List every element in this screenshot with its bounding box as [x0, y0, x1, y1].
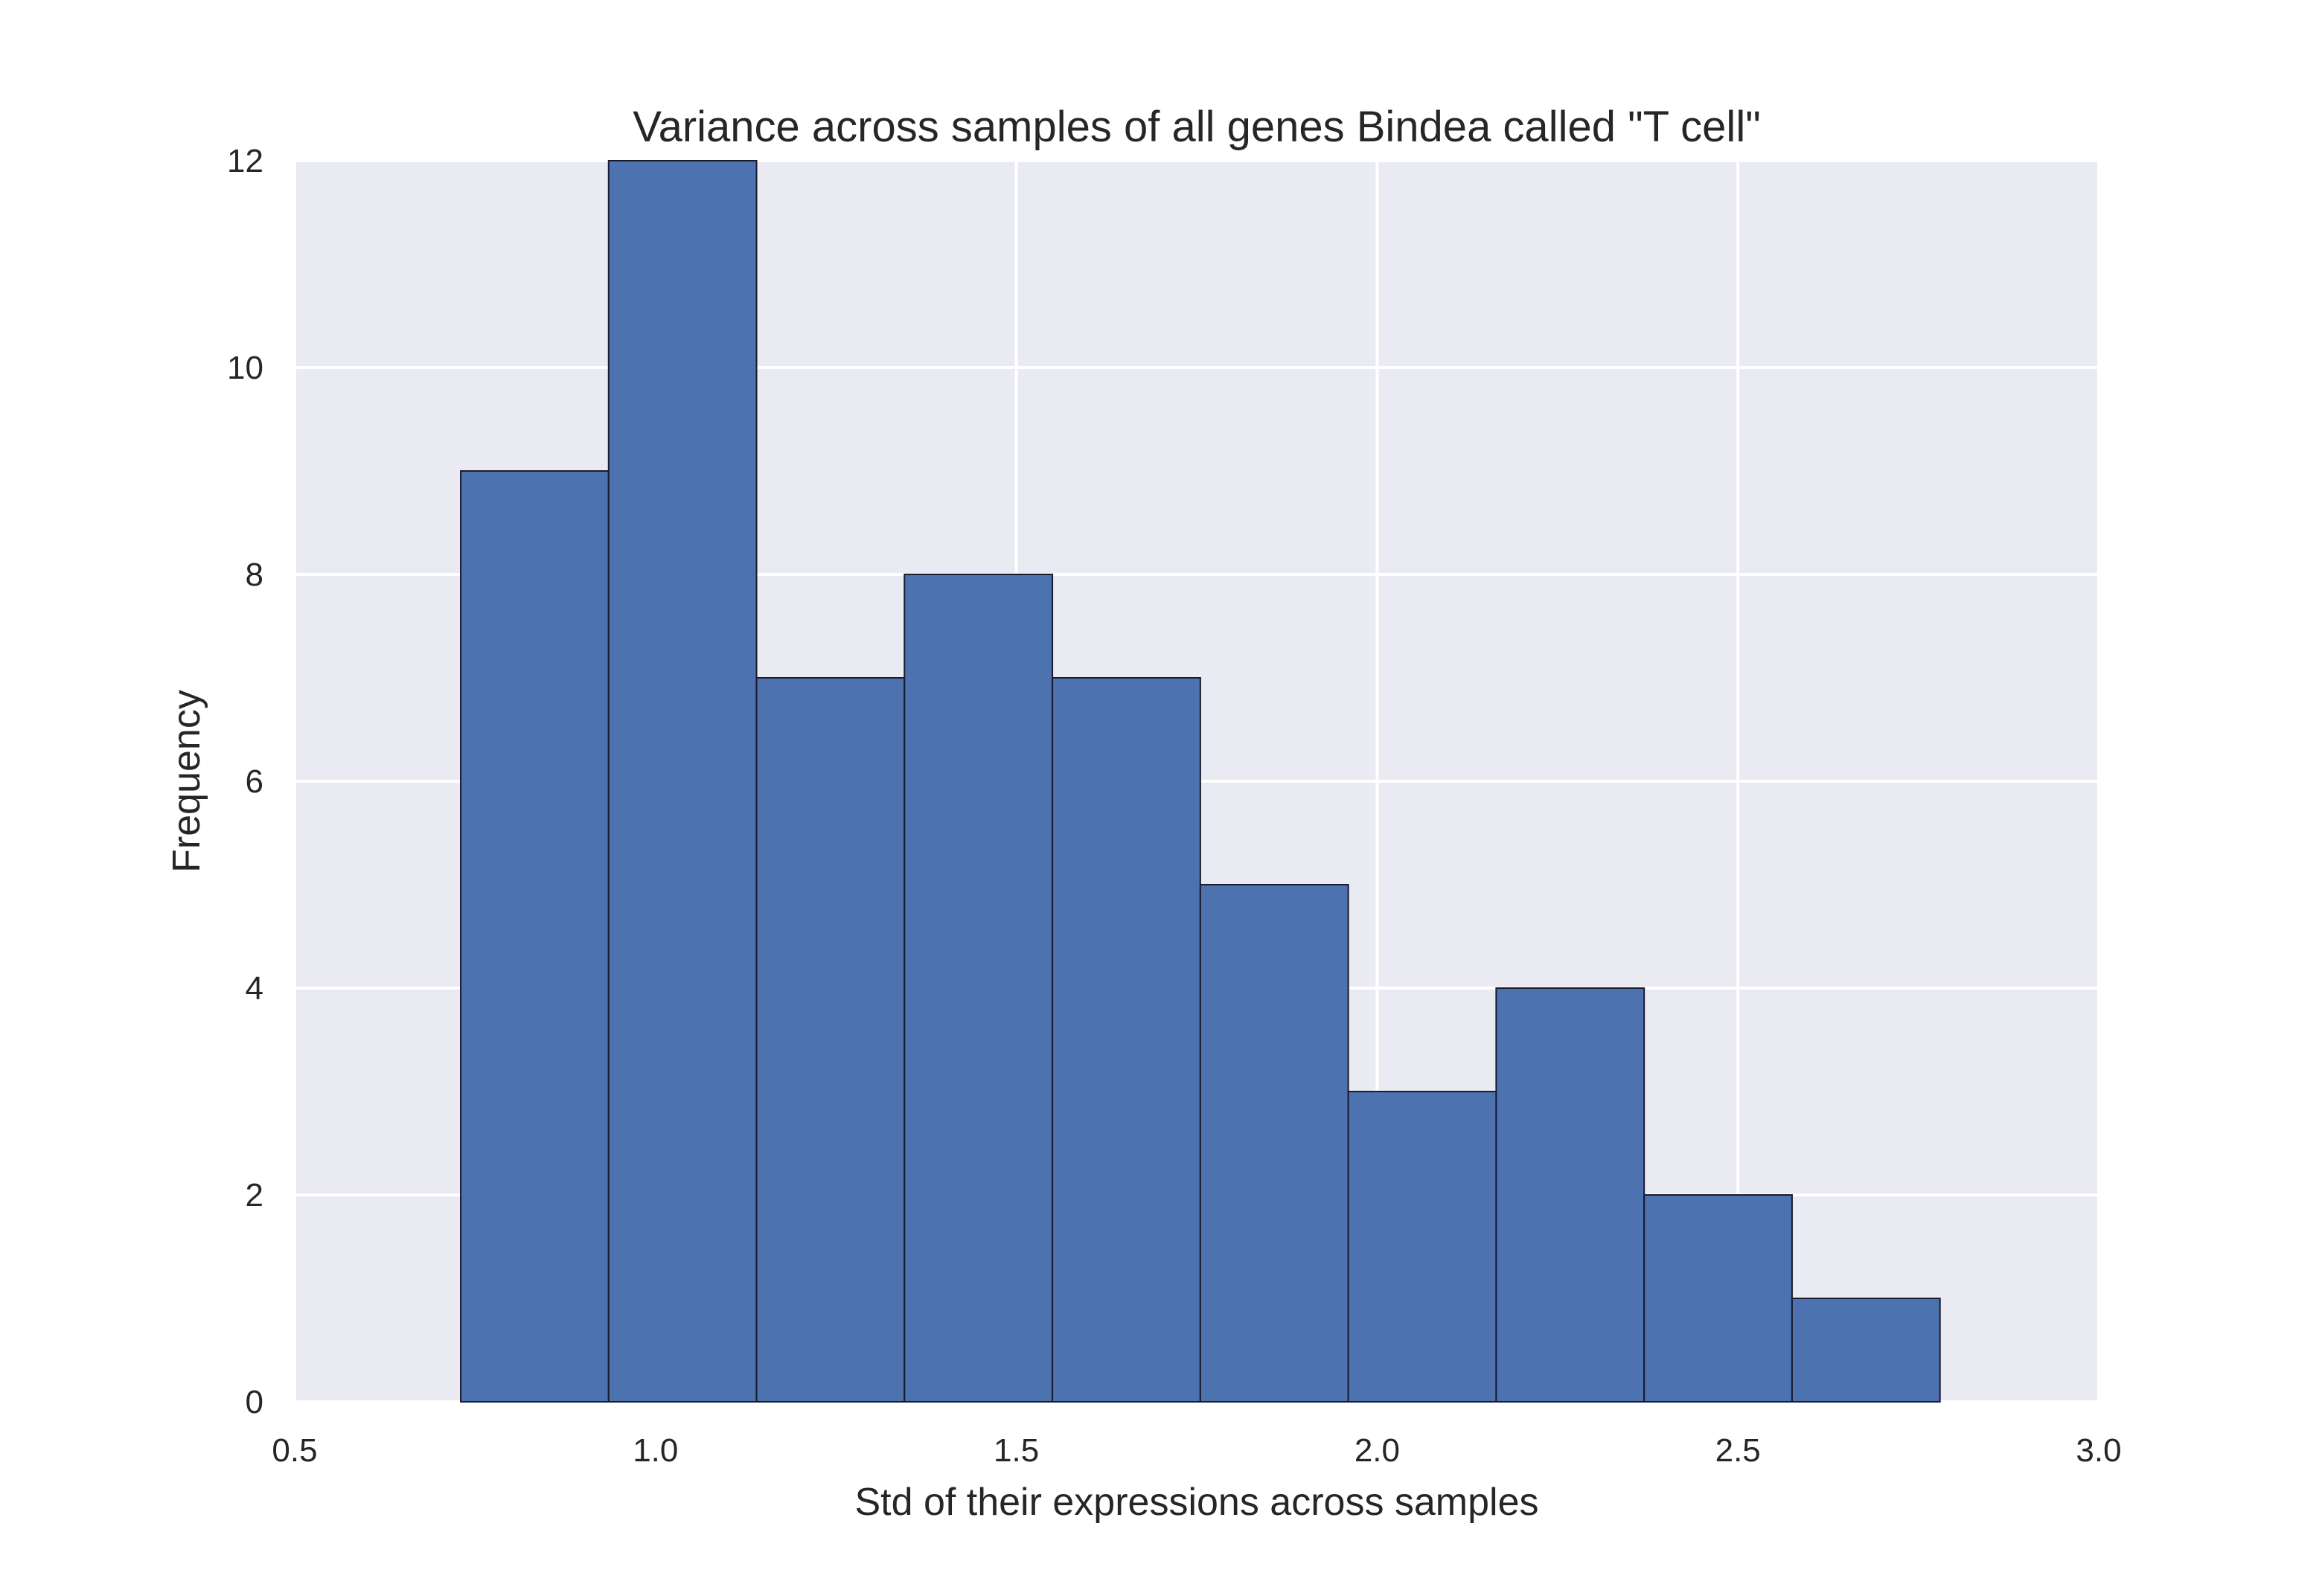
histogram-bar-4: [903, 574, 1054, 1403]
histogram-bar-8: [1495, 987, 1645, 1403]
x-tick-label: 1.5: [994, 1432, 1039, 1469]
y-tick-label: 6: [246, 763, 263, 800]
x-axis-ticks: 0.5 1.0 1.5 2.0 2.5 3.0: [272, 1432, 2121, 1469]
histogram-bar-1: [460, 470, 610, 1403]
chart-title: Variance across samples of all genes Bin…: [633, 103, 1761, 151]
x-tick-label: 1.0: [633, 1432, 678, 1469]
x-axis-label: Std of their expressions across samples: [854, 1481, 1538, 1524]
histogram-bar-5: [1052, 677, 1201, 1403]
y-axis-ticks: 0 2 4 6 8 10 12: [227, 143, 263, 1420]
histogram-bar-3: [755, 677, 906, 1403]
y-tick-label: 8: [246, 557, 263, 593]
y-tick-label: 12: [227, 143, 263, 179]
x-tick-label: 2.0: [1354, 1432, 1400, 1469]
y-tick-label: 10: [227, 350, 263, 386]
histogram-bar-10: [1791, 1298, 1941, 1403]
histogram-bar-9: [1643, 1194, 1793, 1403]
y-tick-label: 0: [246, 1384, 263, 1420]
histogram-bar-6: [1199, 884, 1349, 1403]
x-tick-label: 2.5: [1715, 1432, 1761, 1469]
histogram-bars: [460, 160, 1941, 1403]
histogram-bar-2: [607, 160, 758, 1403]
y-axis-label: Frequency: [165, 690, 208, 873]
histogram-bar-7: [1347, 1091, 1497, 1403]
x-tick-label: 0.5: [272, 1432, 317, 1469]
y-tick-label: 4: [246, 970, 263, 1007]
y-tick-label: 2: [246, 1177, 263, 1214]
x-tick-label: 3.0: [2076, 1432, 2121, 1469]
